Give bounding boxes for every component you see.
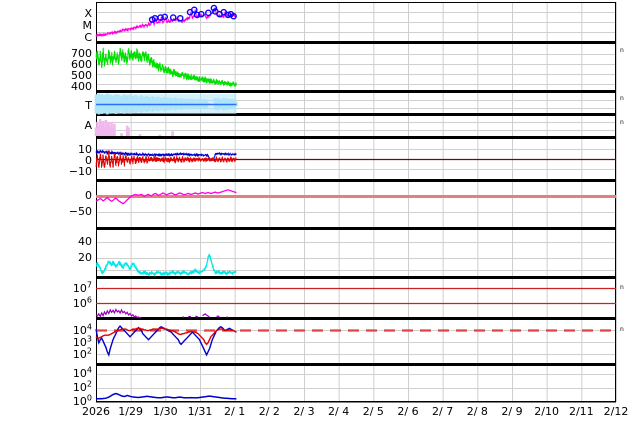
x-tick-label: 2/ 5 [362, 405, 384, 418]
y-tick-label: 107 [72, 280, 92, 295]
y-tick-label: 100 [72, 393, 92, 408]
y-tick-label: A [84, 119, 92, 132]
y-tick-label: 104 [72, 365, 92, 380]
x-tick-label: 1/29 [118, 405, 143, 418]
y-tick-label: 40 [78, 235, 92, 248]
y-tick-label: 104 [72, 322, 92, 337]
y-tick-label: T [85, 99, 92, 112]
y-tick-label: 600 [71, 58, 92, 71]
y-tick-label: 700 [71, 47, 92, 60]
x-tick-label: 2/ 4 [328, 405, 350, 418]
x-tick-label: 2/10 [534, 405, 559, 418]
y-tick-label: 102 [72, 346, 92, 361]
y-tick-label: 20 [78, 251, 92, 264]
y-tick-label: 400 [71, 80, 92, 93]
x-tick-label: 2/ 6 [397, 405, 419, 418]
right-edge-label: n [620, 326, 624, 333]
x-tick-label: 1/30 [152, 405, 178, 418]
right-edge-label: n [620, 47, 624, 54]
x-tick-label: 2/ 8 [466, 405, 488, 418]
right-edge-label: n [620, 284, 624, 291]
x-tick-label: 2/ 1 [224, 405, 246, 418]
x-tick-label: 2/ 9 [501, 405, 523, 418]
y-tick-label: 103 [72, 334, 92, 349]
x-tick-label: 2/11 [568, 405, 594, 418]
y-tick-label: −10 [68, 165, 92, 178]
plot-frame [96, 2, 616, 402]
y-tick-label: −50 [68, 205, 92, 218]
x-tick-label: 1/31 [187, 405, 213, 418]
x-tick-label: 2/12 [603, 405, 629, 418]
y-tick-label: 0 [85, 189, 92, 202]
right-edge-label: n [620, 119, 624, 126]
y-tick-label: 0 [85, 154, 92, 167]
right-edge-label: n [620, 95, 624, 102]
y-tick-label: 500 [71, 69, 92, 82]
x-tick-label: 2/ 7 [432, 405, 454, 418]
y-tick-label: 106 [72, 295, 92, 310]
x-tick-label: 2/ 3 [293, 405, 315, 418]
y-tick-label: 102 [72, 379, 92, 394]
y-tick-label: X [84, 7, 92, 20]
x-tick-label: 2026 [82, 405, 110, 418]
y-tick-label: 10 [78, 143, 92, 156]
y-tick-label: M [82, 19, 93, 32]
y-tick-label: C [84, 31, 92, 44]
x-tick-label: 2/ 2 [258, 405, 280, 418]
